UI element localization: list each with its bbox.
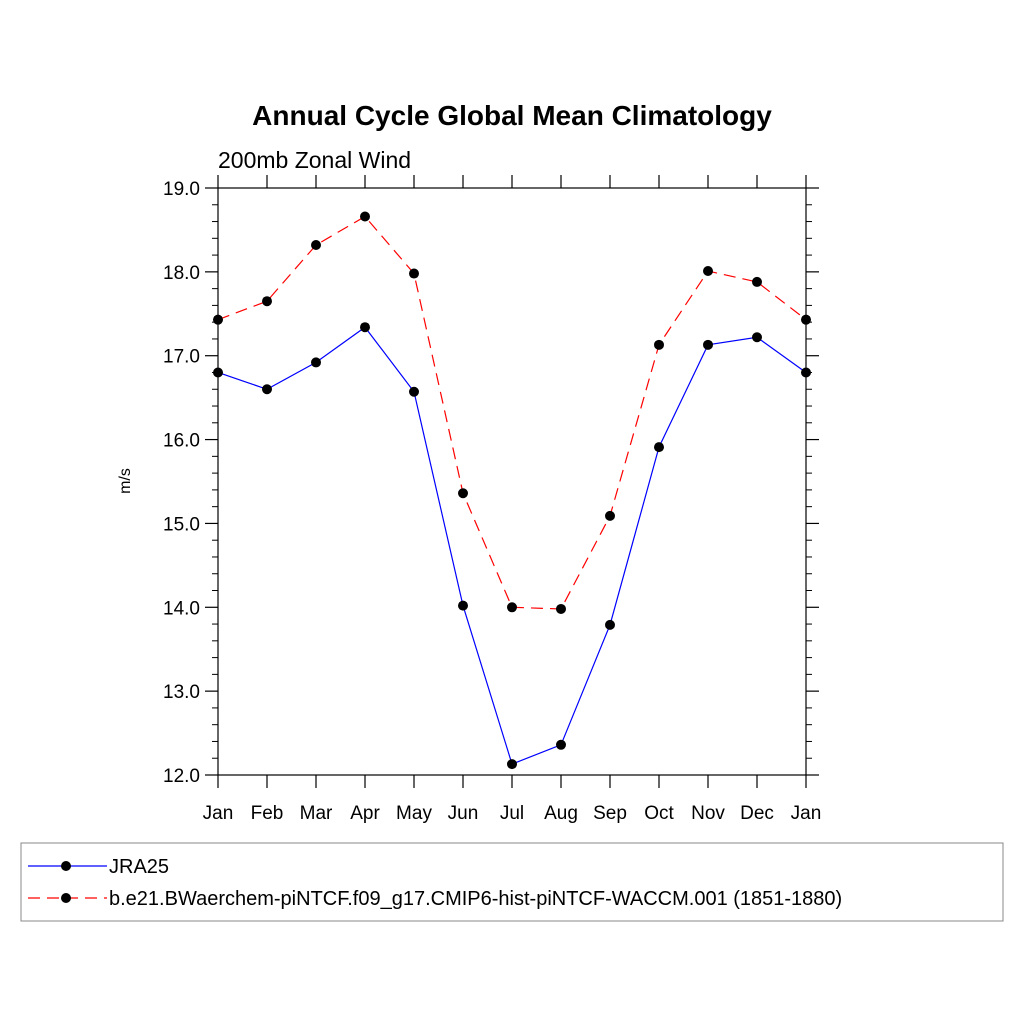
legend-marker-1: [61, 861, 71, 871]
legend-marker-2: [61, 893, 71, 903]
data-point-series-1: [409, 386, 419, 397]
data-point-series-2: [360, 211, 370, 222]
legend: JRA25 b.e21.BWaerchem-piNTCF.f09_g17.CMIP…: [28, 856, 842, 910]
data-point-series-1: [213, 367, 223, 378]
chart-subtitle: 200mb Zonal Wind: [218, 147, 411, 173]
data-point-series-2: [507, 602, 517, 613]
y-tick-labels: 12.0 13.0 14.0 15.0 16.0 17.0 18.0 19.0: [163, 179, 200, 787]
x-tick-label: Dec: [740, 803, 774, 824]
data-point-series-2: [311, 240, 321, 251]
x-tick-label: Jan: [203, 803, 234, 824]
data-point-series-1: [311, 357, 321, 368]
y-axis-label: m/s: [117, 468, 134, 494]
data-point-series-2: [409, 268, 419, 279]
data-point-series-2: [752, 276, 762, 287]
data-point-series-1: [507, 759, 517, 770]
x-tick-label: Apr: [350, 803, 380, 824]
x-tick-label: May: [396, 803, 432, 824]
series-layer: [213, 211, 811, 770]
x-tick-label: Feb: [251, 803, 284, 824]
y-tick-label: 15.0: [163, 514, 200, 535]
y-tick-label: 12.0: [163, 766, 200, 787]
data-point-series-2: [703, 266, 713, 277]
data-point-series-2: [605, 510, 615, 521]
axis-ticks: [205, 175, 819, 788]
data-point-series-1: [654, 442, 664, 453]
data-point-series-2: [654, 339, 664, 350]
y-tick-label: 18.0: [163, 263, 200, 284]
y-tick-label: 13.0: [163, 682, 200, 703]
x-tick-label: Sep: [593, 803, 627, 824]
y-tick-label: 14.0: [163, 598, 200, 619]
y-tick-label: 19.0: [163, 179, 200, 200]
series-line-2: [217, 215, 807, 610]
plot-frame: [217, 187, 807, 776]
y-tick-label: 17.0: [163, 347, 200, 368]
series-line-1: [217, 326, 807, 765]
data-point-series-2: [458, 488, 468, 499]
y-tick-label: 16.0: [163, 431, 200, 452]
data-point-series-2: [801, 314, 811, 325]
x-tick-label: Mar: [300, 803, 333, 824]
x-tick-label: Nov: [691, 803, 725, 824]
legend-label-2: b.e21.BWaerchem-piNTCF.f09_g17.CMIP6-his…: [109, 888, 842, 910]
x-tick-label: Jan: [791, 803, 822, 824]
data-point-series-1: [752, 332, 762, 343]
x-tick-label: Jun: [448, 803, 479, 824]
x-tick-label: Jul: [500, 803, 524, 824]
chart-title: Annual Cycle Global Mean Climatology: [252, 100, 772, 131]
data-point-series-1: [801, 367, 811, 378]
data-point-series-1: [360, 322, 370, 333]
x-tick-label: Aug: [544, 803, 578, 824]
data-point-series-1: [556, 739, 566, 750]
legend-box: [20, 842, 1004, 922]
x-tick-labels: Jan Feb Mar Apr May Jun Jul Aug Sep Oct Nov Dec Jan: [203, 803, 822, 824]
data-point-series-1: [605, 619, 615, 630]
data-point-series-2: [556, 603, 566, 614]
legend-label-1: JRA25: [109, 856, 169, 878]
data-point-series-2: [213, 314, 223, 325]
data-point-series-2: [262, 296, 272, 307]
data-point-series-1: [458, 600, 468, 611]
x-tick-label: Oct: [644, 803, 674, 824]
data-point-series-1: [703, 339, 713, 350]
data-point-series-1: [262, 384, 272, 395]
